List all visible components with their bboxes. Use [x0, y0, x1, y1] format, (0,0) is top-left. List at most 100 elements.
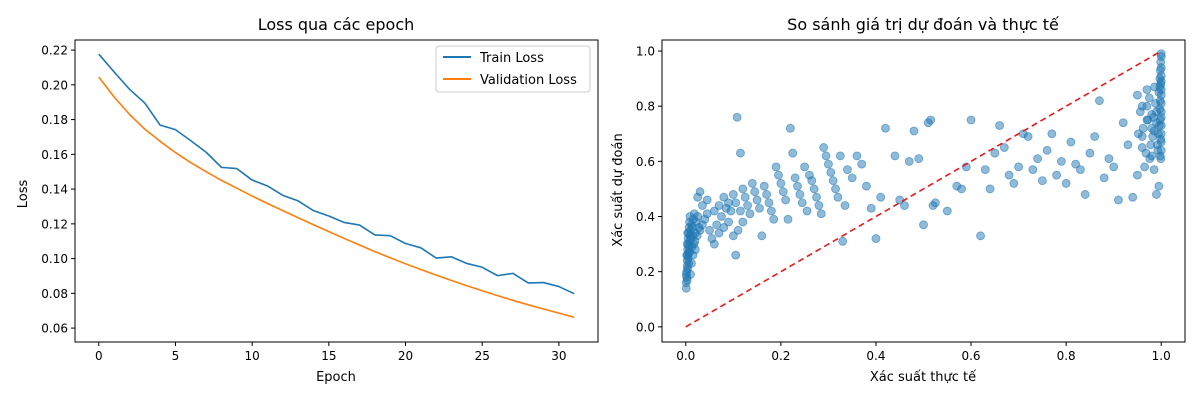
- scatter-point: [1142, 85, 1152, 95]
- scatter-point: [1133, 170, 1142, 180]
- scatter-point: [778, 187, 788, 197]
- scatter-chart-ylabel: Xác suất dự đoán: [611, 133, 626, 246]
- scatter-point: [1056, 156, 1066, 166]
- scatter-point: [1028, 165, 1038, 175]
- scatter-point: [1156, 145, 1166, 155]
- scatter-point: [847, 173, 857, 183]
- scatter-point: [807, 176, 817, 186]
- scatter-point: [1095, 96, 1104, 106]
- loss-chart-ytick-label: 0.22: [41, 44, 68, 58]
- scatter-point: [900, 201, 909, 210]
- scatter-point: [909, 126, 919, 136]
- scatter-point: [740, 192, 750, 202]
- scatter-point: [1142, 101, 1152, 111]
- scatter-chart-reference: [685, 50, 1162, 328]
- scatter-point: [914, 154, 924, 163]
- scatter-point: [759, 181, 769, 191]
- scatter-point: [731, 250, 741, 260]
- scatter-point: [1156, 154, 1166, 163]
- scatter-point: [752, 195, 762, 205]
- scatter-point: [980, 165, 990, 175]
- scatter-point: [1135, 107, 1145, 117]
- scatter-point: [766, 206, 776, 216]
- scatter-point: [728, 190, 738, 199]
- scatter-point: [1052, 170, 1062, 180]
- scatter-point: [1156, 52, 1166, 61]
- scatter-point: [809, 184, 819, 194]
- scatter-point: [919, 220, 928, 230]
- scatter-point: [776, 179, 786, 188]
- scatter-point: [890, 151, 900, 161]
- scatter-point: [738, 184, 748, 194]
- scatter-point: [724, 198, 733, 208]
- scatter-chart-ytick-label: 1.0: [636, 45, 655, 59]
- loss-chart-ytick-label: 0.08: [41, 287, 68, 301]
- scatter-chart-xtick-label: 0.0: [676, 349, 695, 363]
- loss-chart-ytick-label: 0.20: [41, 78, 68, 92]
- scatter-point: [1137, 143, 1147, 152]
- loss-chart-frame: [74, 39, 599, 343]
- loss-chart-title: Loss qua các epoch: [258, 15, 415, 34]
- scatter-point: [684, 258, 694, 268]
- scatter-chart-xtick-label: 0.8: [1057, 349, 1076, 363]
- loss-chart-xtick-label: 5: [172, 349, 180, 363]
- loss-chart-xtick-label: 10: [245, 349, 260, 363]
- loss-chart-legend: Train Loss Validation Loss: [435, 45, 591, 93]
- scatter-point: [757, 231, 767, 241]
- scatter-point: [698, 201, 707, 210]
- scatter-point: [1071, 159, 1081, 169]
- train-loss-line: [98, 53, 575, 295]
- scatter-point: [881, 123, 890, 133]
- scatter-chart-points: [681, 49, 1166, 293]
- scatter-point: [999, 143, 1009, 152]
- scatter-point: [1156, 99, 1166, 108]
- loss-chart-xtick-label: 0: [95, 349, 103, 363]
- validation-loss-line: [98, 76, 575, 319]
- scatter-point: [1140, 162, 1149, 172]
- scatter-chart-xtick-label: 0.2: [771, 349, 790, 363]
- scatter-point: [1047, 129, 1057, 139]
- scatter-point: [814, 201, 824, 210]
- scatter-point: [821, 151, 831, 161]
- scatter-point: [966, 115, 976, 125]
- scatter-point: [717, 212, 726, 221]
- loss-chart-ytick-label: 0.06: [41, 322, 68, 336]
- scatter-point: [726, 206, 736, 216]
- scatter-chart: So sánh giá trị dự đoán và thực tế Xác s…: [611, 15, 1186, 385]
- scatter-point: [738, 217, 748, 227]
- loss-chart-ytick-label: 0.16: [41, 148, 68, 162]
- scatter-point: [736, 148, 745, 158]
- scatter-point: [714, 201, 724, 210]
- scatter-chart-ytick-label: 0.4: [636, 210, 655, 224]
- scatter-point: [904, 156, 914, 166]
- scatter-point: [1076, 165, 1085, 175]
- scatter-point: [745, 209, 755, 219]
- identity-reference-line: [685, 50, 1162, 328]
- scatter-point: [942, 206, 952, 216]
- scatter-point: [1023, 132, 1033, 141]
- scatter-point: [812, 192, 821, 202]
- scatter-point: [743, 201, 752, 210]
- scatter-point: [826, 167, 836, 177]
- scatter-point: [695, 187, 705, 197]
- scatter-point: [1109, 162, 1119, 172]
- scatter-point: [1004, 170, 1014, 180]
- legend-label-train: Train Loss: [479, 51, 544, 66]
- loss-chart: Loss qua các epoch Epoch Loss 0 5 10 15 20 25…: [16, 15, 599, 385]
- scatter-point: [800, 162, 810, 172]
- scatter-point: [764, 198, 774, 208]
- scatter-point: [926, 115, 936, 125]
- scatter-point: [824, 159, 833, 169]
- scatter-point: [793, 181, 802, 191]
- scatter-point: [1128, 192, 1138, 202]
- scatter-point: [985, 184, 995, 194]
- scatter-point: [769, 214, 779, 224]
- scatter-point: [1123, 140, 1133, 150]
- scatter-chart-frame: [661, 39, 1186, 343]
- scatter-point: [1134, 129, 1143, 139]
- scatter-point: [857, 159, 867, 169]
- scatter-chart-ytick-label: 0.6: [636, 155, 655, 169]
- scatter-point: [785, 123, 795, 133]
- loss-chart-ytick-label: 0.10: [41, 252, 68, 266]
- scatter-point: [1143, 115, 1153, 125]
